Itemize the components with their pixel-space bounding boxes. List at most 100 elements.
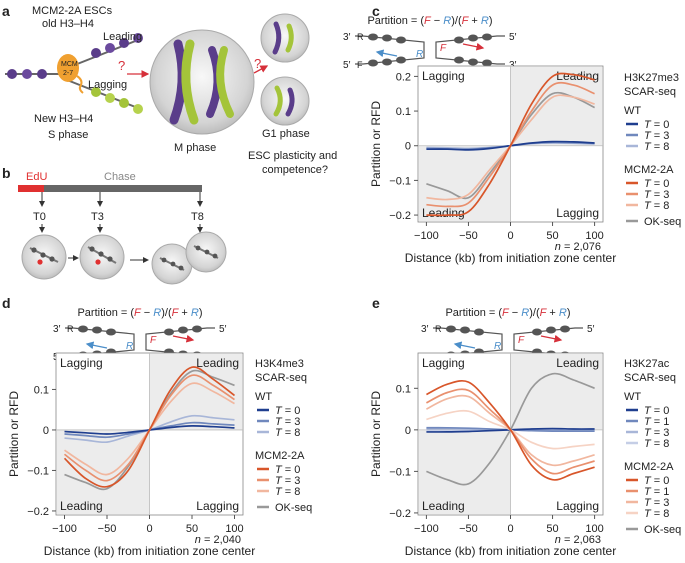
panel-c-nucleosome <box>482 59 492 67</box>
y-tick-label: −0.2 <box>389 508 411 520</box>
leading-label-a: Leading <box>103 31 142 43</box>
x-tick-label: −100 <box>52 523 77 535</box>
panel-d-label: d <box>2 295 11 311</box>
x-tick-label: −50 <box>459 523 478 535</box>
panel-c-nucleosome <box>396 56 406 64</box>
legend-entry-wt-t8: T = 8 <box>644 141 669 153</box>
panel-c-left-fork-strands <box>355 35 425 65</box>
replication-fork-illustration: MCM 2-7 <box>5 33 143 114</box>
legend-mcm2a-header: MCM2-2A <box>624 461 674 473</box>
panel-c-partition-formula: Partition = (F − R)/(F + R) <box>367 15 492 27</box>
legend-scar-seq: SCAR-seq <box>624 86 676 98</box>
x-tick-label: −50 <box>98 523 117 535</box>
panel-c-r-label-mid: R <box>416 49 423 60</box>
timepoint-t8: T8 <box>191 211 204 223</box>
legend-mark-name: H3K27ac <box>624 358 670 370</box>
panel-e-r-label-mid: R <box>494 341 501 352</box>
panel-e-partition-formula: Partition = (F − R)/(F + R) <box>445 307 570 319</box>
cell-t8-a <box>151 243 193 285</box>
mcm-tail <box>76 75 84 94</box>
region-label-leading-top: Leading <box>556 356 599 370</box>
new-histone-label: New H3–H4 <box>34 113 93 125</box>
edu-label: EdU <box>26 171 47 183</box>
y-tick-label: −0.1 <box>27 465 49 477</box>
legend-entry-mcm-t3: T = 3 <box>644 189 669 201</box>
panel-c-label: c <box>372 3 380 19</box>
x-tick-label: 0 <box>507 523 513 535</box>
y-tick-label: 0.1 <box>396 383 411 395</box>
panel-d-plot: −0.2 −0.1 0 0.1 −100 −50 0 50 100 Partition or RF… <box>7 352 255 558</box>
g1-cell-bottom <box>260 76 310 126</box>
x-tick-label: 100 <box>585 230 603 242</box>
timepoint-t3: T3 <box>91 211 104 223</box>
esc-label-line2: old H3–H4 <box>42 18 94 30</box>
y-axis-label: Partition or RFD <box>369 101 383 187</box>
panel-e-r-label-left-top: R <box>435 324 442 334</box>
m-phase-label: M phase <box>174 142 216 154</box>
series-line-mcm2-2a-t-0 <box>63 366 236 488</box>
panel-d-nucleosome <box>78 325 88 333</box>
legend-wt-header: WT <box>624 391 641 403</box>
panel-e-plot: −0.2 −0.1 0 0.1 −100 −50 0 50 100 Partition or RF… <box>369 352 616 558</box>
y-tick-label: −0.2 <box>27 506 49 518</box>
panel-c-right-fork-strands <box>435 35 505 65</box>
legend-mark-name: H3K27me3 <box>624 72 679 84</box>
legend-scar-seq: SCAR-seq <box>255 372 307 384</box>
esc-label-line1: MCM2-2A ESCs <box>32 5 113 17</box>
panel-c-label-3prime-right: 3′ <box>509 60 517 71</box>
y-tick-label: 0.1 <box>34 384 49 396</box>
panel-e-nucleosome <box>532 328 542 336</box>
legend-entry-wt-t3: T = 3 <box>644 130 669 142</box>
panel-d-nucleosome <box>178 326 188 334</box>
panel-e-nucleosome <box>546 326 556 334</box>
y-tick-label: 0.2 <box>396 71 411 83</box>
old-nucleosomes <box>7 33 143 79</box>
panel-b: b EdU Chase T0 T3 T8 <box>2 165 227 285</box>
g1-cell-top <box>260 13 310 63</box>
legend-entry-mcm-t3: T = 3 <box>275 475 300 487</box>
series-line-mcm2-2a-t-0 <box>426 72 595 217</box>
region-label-leading-top: Leading <box>196 356 239 370</box>
mcm-helicase <box>57 54 79 82</box>
shade-lower-left <box>419 145 511 221</box>
legend-entry-mcm-t8: T = 8 <box>275 486 300 498</box>
panel-e-blue-arrow <box>453 341 476 350</box>
legend-entry-okseq: OK-seq <box>644 216 681 228</box>
mcm-label: MCM <box>61 61 78 68</box>
panel-d-label-5prime-right: 5′ <box>219 324 227 335</box>
legend-entry-wt-t3: T = 3 <box>644 427 669 439</box>
panel-c-nucleosome <box>468 34 478 42</box>
panel-e-label: e <box>372 295 380 311</box>
mcm-sub-label: 2-7 <box>63 70 73 77</box>
panel-e-nucleosome <box>460 326 470 334</box>
chase-bar <box>44 185 202 192</box>
legend-entry-mcm-t8: T = 8 <box>644 200 669 212</box>
edu-bar <box>18 185 44 192</box>
shade-lower-left <box>57 429 150 514</box>
region-label-lagging-bottom: Lagging <box>556 206 599 220</box>
legend-entry-wt-t0: T = 0 <box>644 405 669 417</box>
x-tick-label: 50 <box>546 230 558 242</box>
y-tick-label: 0 <box>405 141 411 153</box>
panel-d-partition-formula: Partition = (F − R)/(F + R) <box>77 307 202 319</box>
panel-e-f-label-mid: F <box>518 335 525 346</box>
panel-c-plot: −0.2 −0.1 0 0.1 0.2 −100 −50 0 50 100 Partition or… <box>369 65 616 265</box>
x-tick-label: 50 <box>186 523 198 535</box>
x-axis-label: Distance (kb) from initiation zone cente… <box>405 544 616 558</box>
x-tick-label: −100 <box>414 230 439 242</box>
panel-c-nucleosome <box>396 36 406 44</box>
legend-wt-header: WT <box>624 105 641 117</box>
x-axis-label: Distance (kb) from initiation zone cente… <box>44 544 255 558</box>
y-tick-label: 0.1 <box>396 106 411 118</box>
panel-a: a MCM2-2A ESCs old H3–H4 MCM 2-7 Leadi <box>2 3 337 176</box>
panel-c-nucleosome <box>368 33 378 41</box>
panel-c-nucleosome <box>482 33 492 41</box>
legend-entry-mcm-t1: T = 1 <box>644 486 669 498</box>
legend-wt-header: WT <box>255 391 272 403</box>
new-nucleosomes <box>91 87 143 114</box>
legend-entry-mcm-t0: T = 0 <box>644 178 669 190</box>
